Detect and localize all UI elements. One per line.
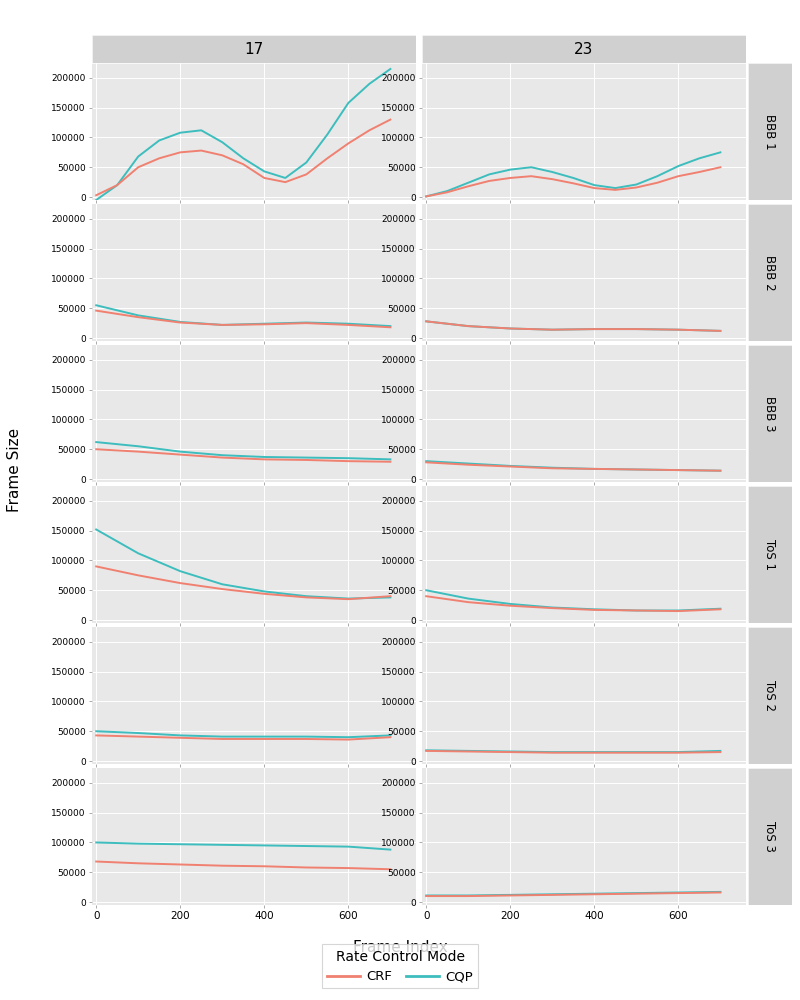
Text: Frame Index: Frame Index bbox=[353, 940, 447, 954]
Text: BBB 2: BBB 2 bbox=[763, 255, 777, 290]
Legend: CRF, CQP: CRF, CQP bbox=[322, 944, 478, 988]
Text: 17: 17 bbox=[244, 41, 263, 56]
Text: ToS 1: ToS 1 bbox=[763, 539, 777, 570]
Text: ToS 2: ToS 2 bbox=[763, 680, 777, 711]
Text: BBB 1: BBB 1 bbox=[763, 114, 777, 149]
Text: BBB 3: BBB 3 bbox=[763, 396, 777, 431]
Text: ToS 3: ToS 3 bbox=[763, 821, 777, 852]
Text: 23: 23 bbox=[574, 41, 594, 56]
Text: Frame Size: Frame Size bbox=[7, 428, 22, 512]
